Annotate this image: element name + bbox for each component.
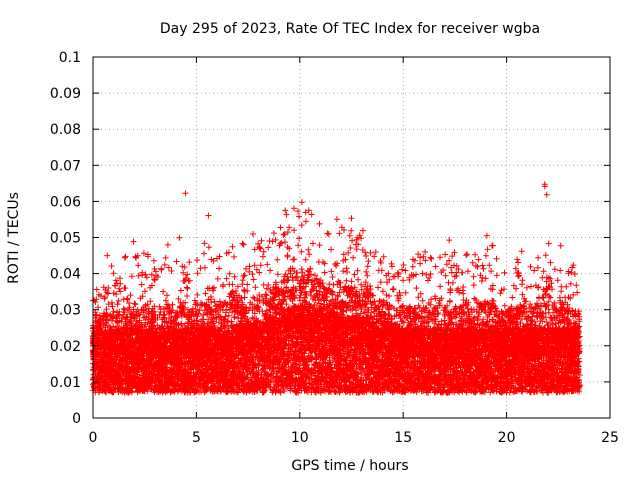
y-tick-label: 0.02: [50, 339, 81, 355]
y-tick-label: 0.04: [50, 267, 81, 283]
y-tick-label: 0.07: [50, 158, 81, 174]
y-axis-label: ROTI / TECUs: [6, 192, 22, 284]
y-tick-label: 0.05: [50, 231, 81, 247]
y-tick-label: 0.01: [50, 375, 81, 391]
y-tick-label: 0.09: [50, 86, 81, 102]
y-tick-label: 0.03: [50, 303, 81, 319]
x-tick-label: 15: [394, 430, 412, 446]
x-tick-label: 10: [291, 430, 309, 446]
x-axis-label: GPS time / hours: [291, 458, 408, 474]
axis-ticks: 0 5 10 15 20 25 0 0.01 0.02 0.03 0.04 0.05 0.06 0.07 0…: [50, 50, 619, 446]
data-points: [90, 181, 583, 396]
x-tick-label: 20: [498, 430, 516, 446]
chart-title: Day 295 of 2023, Rate Of TEC Index for r…: [160, 21, 540, 37]
x-tick-label: 0: [89, 430, 98, 446]
y-tick-label: 0.1: [59, 50, 81, 66]
roti-scatter-points: [90, 181, 583, 396]
y-tick-label: 0: [72, 411, 81, 427]
x-tick-label: 5: [192, 430, 201, 446]
y-tick-label: 0.08: [50, 122, 81, 138]
x-tick-label: 25: [601, 430, 619, 446]
y-tick-label: 0.06: [50, 194, 81, 210]
